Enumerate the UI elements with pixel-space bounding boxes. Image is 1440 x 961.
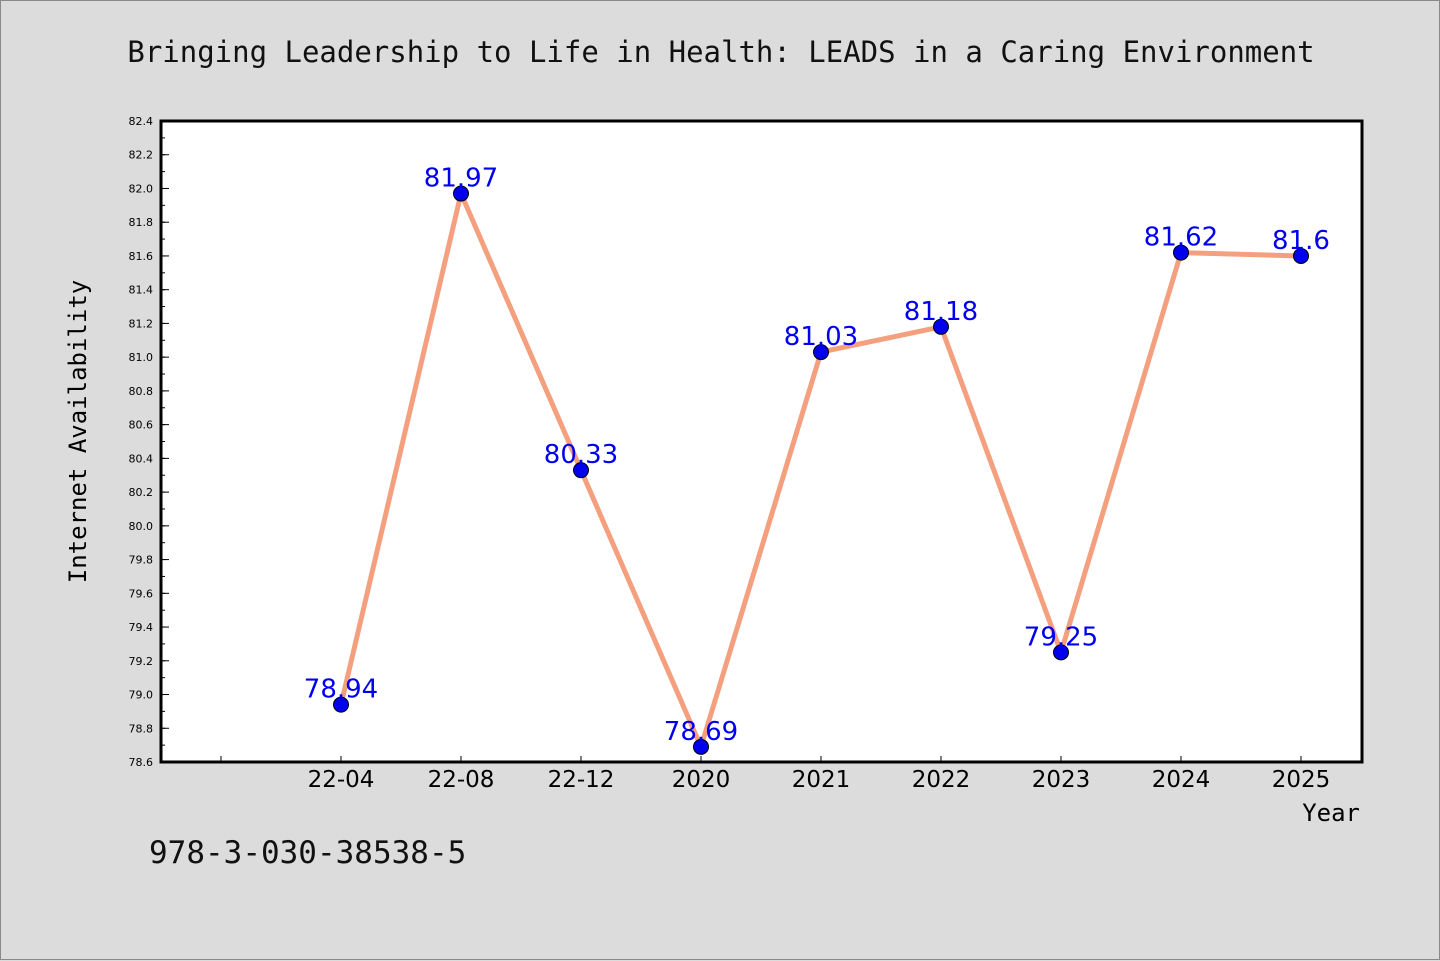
chart-title: Bringing Leadership to Life in Health: L…: [127, 35, 1315, 69]
x-tick-label: 22-08: [428, 767, 495, 793]
y-tick-label: 80.8: [129, 385, 154, 398]
data-label: 81.62: [1144, 223, 1218, 253]
y-tick-label: 79.4: [129, 621, 154, 634]
x-tick-label: 2024: [1152, 767, 1211, 793]
data-point: [813, 344, 829, 361]
x-tick-label: 22-04: [308, 767, 375, 793]
data-label: 78.94: [304, 675, 378, 705]
data-point: [1053, 644, 1069, 661]
data-label: 81.03: [784, 322, 858, 352]
footer-code: 978-3-030-38538-5: [149, 835, 467, 871]
y-tick-label: 81.0: [129, 351, 154, 364]
y-tick-label: 80.6: [129, 419, 154, 432]
y-tick-label: 80.4: [129, 452, 154, 465]
y-tick-label: 79.0: [129, 689, 154, 702]
data-label: 80.33: [544, 440, 618, 470]
x-tick-label: 2022: [912, 767, 971, 793]
data-point: [333, 696, 349, 713]
y-tick-label: 79.6: [129, 587, 154, 600]
y-tick-label: 82.0: [129, 182, 154, 195]
data-point: [1293, 247, 1309, 264]
y-axis-title: Internet Availability: [64, 280, 92, 583]
y-tick-label: 78.8: [129, 722, 154, 735]
y-tick-label: 78.6: [129, 756, 154, 769]
x-tick-label: 2020: [672, 767, 731, 793]
data-point: [453, 185, 469, 202]
data-point: [933, 318, 949, 335]
data-label: 78.69: [664, 717, 738, 747]
y-tick-label: 81.6: [129, 250, 154, 263]
x-tick-label: 2025: [1272, 767, 1331, 793]
data-point: [573, 462, 589, 479]
x-axis-title: Year: [1302, 799, 1360, 827]
y-tick-label: 81.4: [129, 284, 154, 297]
plot-border: [159, 119, 1364, 764]
x-tick-label: 2021: [792, 767, 851, 793]
data-label: 81.18: [904, 297, 978, 327]
x-tick-label: 22-12: [548, 767, 615, 793]
y-tick-label: 81.8: [129, 216, 154, 229]
y-tick-label: 79.8: [129, 554, 154, 567]
y-tick-label: 80.0: [129, 520, 154, 533]
data-label: 81.6: [1272, 226, 1330, 256]
data-point: [693, 738, 709, 755]
plot-area: [161, 121, 1362, 762]
y-tick-label: 82.2: [129, 149, 154, 162]
y-tick-label: 80.2: [129, 486, 154, 499]
data-label: 81.97: [424, 164, 498, 194]
y-tick-label: 79.2: [129, 655, 154, 668]
data-point: [1173, 244, 1189, 261]
y-tick-label: 82.4: [129, 115, 154, 128]
x-tick-label: 2023: [1032, 767, 1091, 793]
y-tick-label: 81.2: [129, 317, 154, 330]
data-label: 79.25: [1024, 622, 1098, 652]
